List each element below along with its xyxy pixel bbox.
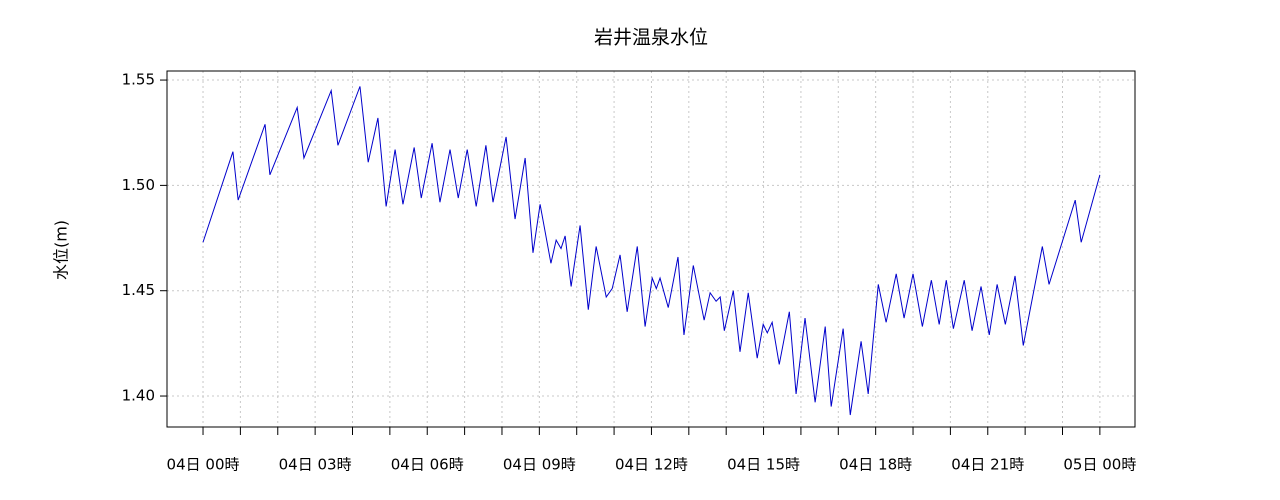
data-line <box>202 86 1101 416</box>
x-tick-label: 04日 15時 <box>727 456 800 474</box>
x-tick-label: 05日 00時 <box>1063 456 1136 474</box>
y-tick-label: 1.45 <box>122 281 155 299</box>
x-tick-label: 04日 06時 <box>391 456 464 474</box>
y-tick-label: 1.55 <box>122 71 155 89</box>
x-tick-label: 04日 00時 <box>167 456 240 474</box>
y-tick-label: 1.40 <box>122 387 155 405</box>
chart-title: 岩井温泉水位 <box>594 27 708 49</box>
x-tick-label: 04日 21時 <box>951 456 1024 474</box>
y-axis-label: 水位(m) <box>52 220 71 280</box>
x-tick-label: 04日 18時 <box>839 456 912 474</box>
x-tick-label: 04日 03時 <box>279 456 352 474</box>
x-tick-label: 04日 09時 <box>503 456 576 474</box>
x-tick-label: 04日 12時 <box>615 456 688 474</box>
plot-border <box>166 70 1136 428</box>
y-tick-label: 1.50 <box>122 176 155 194</box>
